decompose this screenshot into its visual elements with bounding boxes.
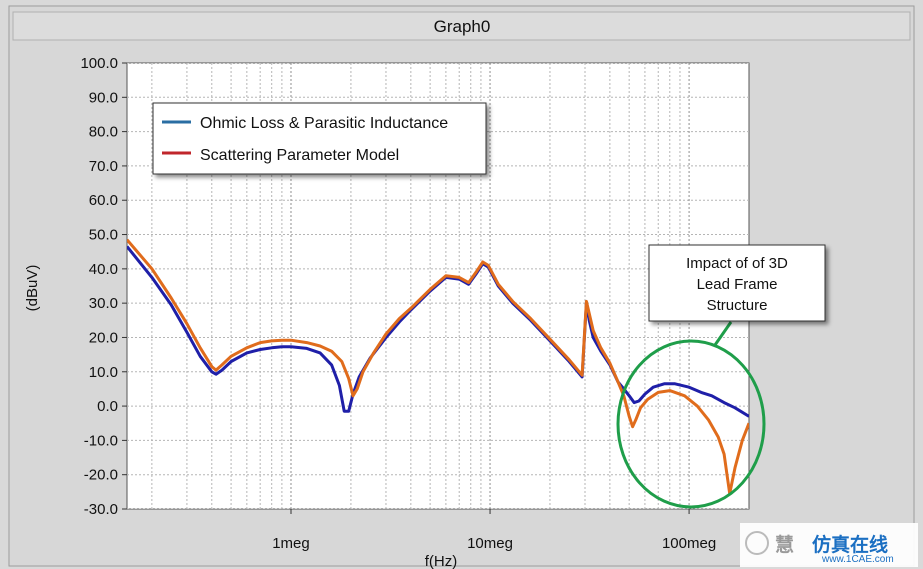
annotation-leader xyxy=(713,321,733,346)
watermark-site: www.1CAE.com xyxy=(821,554,894,565)
y-tick-label: -20.0 xyxy=(84,467,118,484)
watermark-left: 慧 xyxy=(775,533,794,556)
legend-label-ohmic: Ohmic Loss & Parasitic Inductance xyxy=(200,115,448,132)
chart-title: Graph0 xyxy=(434,17,491,36)
wechat-icon xyxy=(745,531,769,555)
y-axis-label: (dBuV) xyxy=(24,265,41,312)
annotation-line-1: Impact of of 3D xyxy=(686,255,788,272)
y-tick-label: 0.0 xyxy=(97,398,118,415)
annotation-box xyxy=(648,244,826,322)
y-tick-labels: -30.0 -20.0 -10.0 0.0 10.0 20.0 30.0 40.0 50.0 60… xyxy=(80,55,127,518)
y-tick-label: 30.0 xyxy=(89,295,118,312)
y-tick-label: 10.0 xyxy=(89,364,118,381)
series-lines xyxy=(127,238,749,496)
y-tick-label: 70.0 xyxy=(89,158,118,175)
annotation: Impact of of 3D Lead Frame Structure xyxy=(648,244,826,322)
y-tick-label: -10.0 xyxy=(84,432,118,449)
y-tick-label: 40.0 xyxy=(89,261,118,278)
x-tick-label: 10meg xyxy=(467,535,513,552)
y-tick-label: 80.0 xyxy=(89,124,118,141)
annotation-line-2: Lead Frame xyxy=(697,276,778,293)
y-tick-label: 60.0 xyxy=(89,192,118,209)
x-tick-label: 1meg xyxy=(272,535,310,552)
series-line-ohmic xyxy=(127,245,749,418)
watermark: 慧 仿真在线 www.1CAE.com xyxy=(740,523,918,567)
y-tick-label: 20.0 xyxy=(89,329,118,346)
x-axis-label: f(Hz) xyxy=(425,553,458,569)
y-tick-label: 100.0 xyxy=(80,55,118,72)
y-tick-label: 50.0 xyxy=(89,227,118,244)
y-tick-label: -30.0 xyxy=(84,501,118,518)
watermark-bg xyxy=(740,523,918,567)
watermark-cn: 仿真在线 xyxy=(812,533,888,556)
y-tick-label: 90.0 xyxy=(89,89,118,106)
x-tick-labels: 1meg 10meg 100meg xyxy=(272,509,716,552)
x-tick-label: 100meg xyxy=(662,535,716,552)
annotation-line-3: Structure xyxy=(707,297,768,314)
legend-label-scattering: Scattering Parameter Model xyxy=(200,147,399,164)
series-line-scattering xyxy=(127,238,749,496)
legend-box xyxy=(152,102,487,175)
title-bar xyxy=(12,11,911,41)
legend: Ohmic Loss & Parasitic Inductance Scatte… xyxy=(152,102,487,175)
annotation-circle xyxy=(616,339,766,509)
